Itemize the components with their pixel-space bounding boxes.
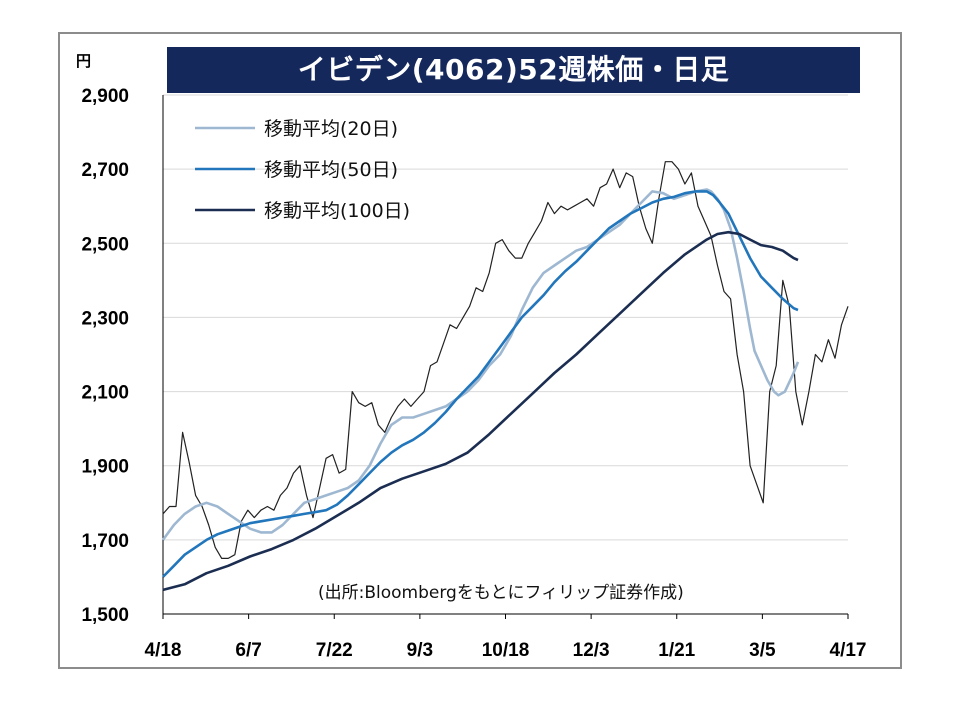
y-tick-label: 2,700: [81, 160, 129, 181]
y-unit-label: 円: [76, 52, 92, 70]
legend-label: 移動平均(100日): [264, 200, 410, 222]
y-tick-label: 2,500: [81, 234, 129, 255]
x-tick-label: 7/22: [316, 640, 353, 661]
y-tick-label: 2,900: [81, 86, 129, 107]
x-tick-label: 4/17: [830, 640, 867, 661]
x-axis: 4/18 6/7 7/22 9/3 10/18 12/3 1/21 3/5 4/17: [145, 614, 867, 661]
y-tick-label: 1,700: [81, 531, 129, 552]
x-tick-label: 4/18: [145, 640, 182, 661]
chart-frame: [58, 32, 902, 669]
y-axis: 1,500 1,700 1,900 2,100 2,300 2,500 2,700 2,900: [81, 86, 129, 626]
y-tick-label: 2,300: [81, 308, 129, 329]
price-series-line: [162, 161, 849, 559]
chart-title: イビデン(4062)52週株価・日足: [297, 53, 730, 86]
x-tick-label: 3/5: [749, 640, 776, 661]
series-group: [161, 161, 849, 592]
x-tick-label: 1/21: [658, 640, 695, 661]
x-tick-label: 6/7: [235, 640, 261, 661]
x-tick-label: 12/3: [573, 640, 610, 661]
y-tick-label: 1,900: [81, 457, 129, 478]
title-banner: イビデン(4062)52週株価・日足: [167, 47, 860, 93]
legend-label: 移動平均(20日): [264, 118, 398, 140]
y-tick-label: 2,100: [81, 383, 129, 404]
x-tick-label: 9/3: [407, 640, 433, 661]
legend-label: 移動平均(50日): [264, 159, 398, 181]
x-tick-label: 10/18: [482, 640, 530, 661]
legend: 移動平均(20日) 移動平均(50日) 移動平均(100日): [195, 118, 410, 222]
moving-average-line: [162, 190, 799, 578]
moving-average-line: [162, 230, 799, 592]
source-note: (出所:Bloombergをもとにフィリップ証券作成): [318, 583, 684, 603]
y-tick-label: 1,500: [81, 605, 129, 626]
